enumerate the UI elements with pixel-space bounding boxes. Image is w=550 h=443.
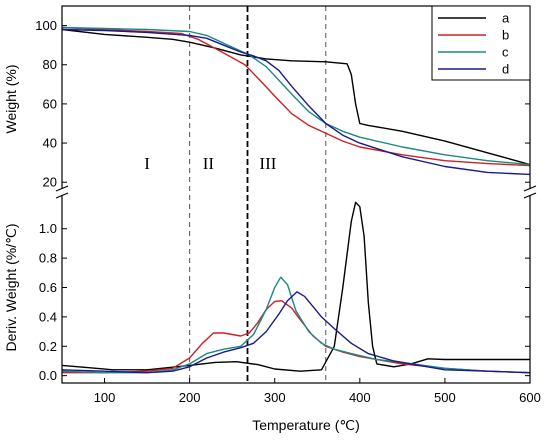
- legend-label-b: b: [502, 28, 509, 43]
- x-axis-title: Temperature (℃): [252, 417, 360, 433]
- region-label: II: [203, 154, 215, 173]
- y-axis-title: Deriv. Weight (%/℃): [3, 223, 19, 351]
- labels: 20 40 60 80 100 Weight (%) 0.0 0.2 0.4 0.6 0.8 1.0 D…: [3, 18, 541, 433]
- region-label: I: [144, 154, 150, 173]
- y-tick-label: 100: [35, 18, 57, 33]
- legend-label-d: d: [502, 62, 509, 77]
- y-tick-label: 0.4: [39, 309, 57, 324]
- y-axis-title: Weight (%): [3, 65, 19, 134]
- y-tick-label: 0.0: [39, 368, 57, 383]
- y-tick-label: 80: [43, 57, 57, 72]
- y-tick-label: 1.0: [39, 221, 57, 236]
- region-label: III: [259, 154, 276, 173]
- weight-series-c: [62, 26, 530, 166]
- axis-break-mark: [523, 192, 537, 199]
- weight-panel: [62, 26, 530, 176]
- curves: [62, 26, 530, 374]
- axis-break-gap: [524, 189, 536, 195]
- axis-break-mark: [55, 192, 69, 199]
- derivative-panel: [62, 201, 530, 374]
- derivative-series-d: [62, 291, 530, 374]
- x-tick-label: 500: [434, 390, 456, 405]
- axes: [55, 5, 537, 384]
- derivative-series-a: [62, 201, 530, 372]
- legend-label-a: a: [502, 11, 510, 26]
- x-tick-label: 100: [94, 390, 116, 405]
- axis-break-mark: [55, 185, 69, 192]
- weight-series-a: [62, 28, 530, 166]
- y-tick-label: 0.6: [39, 280, 57, 295]
- x-tick-label: 600: [519, 390, 541, 405]
- derivative-series-c: [62, 276, 530, 374]
- y-tick-label: 0.2: [39, 339, 57, 354]
- y-tick-label: 20: [43, 175, 57, 190]
- weight-series-b: [62, 26, 530, 167]
- legend-label-c: c: [502, 45, 509, 60]
- y-tick-label: 40: [43, 136, 57, 151]
- axis-break-gap: [56, 189, 68, 195]
- y-tick-label: 60: [43, 96, 57, 111]
- weight-series-d: [62, 28, 530, 176]
- x-tick-label: 200: [179, 390, 201, 405]
- x-tick-label: 300: [264, 390, 286, 405]
- x-tick-label: 400: [349, 390, 371, 405]
- y-tick-label: 0.8: [39, 251, 57, 266]
- axis-break-mark: [523, 185, 537, 192]
